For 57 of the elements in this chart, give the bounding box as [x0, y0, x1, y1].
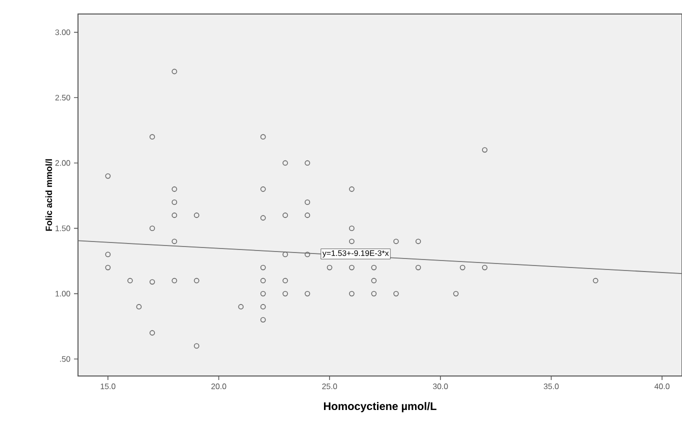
point — [150, 226, 155, 232]
point — [105, 173, 111, 179]
point — [349, 226, 354, 232]
point — [592, 278, 598, 284]
point — [260, 290, 266, 296]
point — [260, 215, 266, 221]
point — [349, 238, 354, 244]
point — [172, 212, 178, 218]
point — [260, 186, 266, 192]
point — [393, 290, 399, 296]
point — [172, 199, 178, 205]
point — [150, 279, 155, 285]
point — [150, 134, 155, 140]
point — [304, 212, 310, 218]
point — [304, 252, 310, 258]
point — [172, 238, 178, 244]
point — [416, 264, 421, 270]
point — [260, 264, 266, 270]
point — [238, 304, 244, 310]
point — [194, 212, 200, 218]
point — [136, 304, 142, 310]
x-axis-title: Homocyctiene µmol/L — [324, 402, 436, 412]
point — [304, 199, 310, 205]
point — [349, 264, 354, 270]
point — [482, 264, 488, 270]
point — [304, 160, 310, 166]
point — [326, 264, 332, 270]
y-axis-title: Folic acid mmol/l — [45, 159, 52, 231]
point — [172, 68, 178, 74]
point — [371, 264, 377, 270]
point — [371, 278, 377, 284]
point — [127, 278, 133, 284]
point — [304, 290, 310, 296]
point — [371, 290, 377, 296]
point — [172, 278, 178, 284]
point — [260, 304, 266, 310]
point — [282, 252, 288, 258]
point — [105, 252, 111, 258]
point — [460, 264, 466, 270]
point — [393, 238, 399, 244]
point — [482, 147, 488, 153]
point — [282, 212, 288, 218]
point — [260, 278, 266, 284]
point — [282, 160, 288, 166]
point — [282, 278, 288, 284]
point — [260, 317, 266, 323]
point — [349, 186, 354, 192]
point — [260, 134, 266, 140]
point — [105, 264, 111, 270]
point — [349, 290, 354, 296]
point — [416, 238, 421, 244]
point — [282, 290, 288, 296]
point — [172, 186, 178, 192]
point — [150, 330, 155, 336]
point — [194, 278, 200, 284]
point — [194, 343, 200, 349]
point — [453, 290, 459, 296]
